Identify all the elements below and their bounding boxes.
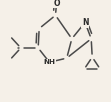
Text: NH: NH [43,59,55,65]
Text: N: N [82,18,88,27]
Text: O: O [53,0,60,8]
